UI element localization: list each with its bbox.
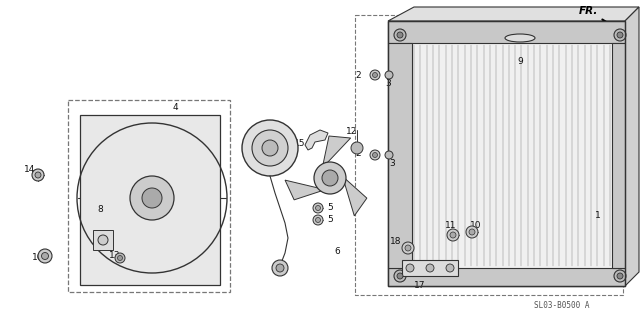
- Circle shape: [466, 226, 478, 238]
- Circle shape: [385, 71, 393, 79]
- Circle shape: [242, 120, 298, 176]
- Polygon shape: [388, 43, 412, 268]
- Polygon shape: [80, 115, 220, 285]
- Circle shape: [38, 249, 52, 263]
- Circle shape: [313, 215, 323, 225]
- Circle shape: [316, 217, 321, 223]
- Circle shape: [314, 162, 346, 194]
- Circle shape: [617, 273, 623, 279]
- Text: 2: 2: [355, 150, 361, 158]
- Polygon shape: [612, 43, 625, 268]
- Circle shape: [316, 205, 321, 210]
- Text: 12: 12: [346, 127, 358, 137]
- Text: 3: 3: [389, 159, 395, 169]
- Circle shape: [130, 176, 174, 220]
- Text: 4: 4: [172, 103, 178, 113]
- Text: 10: 10: [470, 221, 482, 230]
- Circle shape: [272, 260, 288, 276]
- Circle shape: [351, 142, 363, 154]
- Circle shape: [42, 253, 49, 260]
- Circle shape: [402, 242, 414, 254]
- Circle shape: [35, 172, 41, 178]
- Circle shape: [397, 273, 403, 279]
- Text: SL03-B0500 A: SL03-B0500 A: [534, 301, 590, 309]
- Text: 1: 1: [595, 210, 601, 219]
- Text: 9: 9: [517, 57, 523, 67]
- Circle shape: [405, 245, 411, 251]
- Text: 2: 2: [355, 70, 361, 80]
- Circle shape: [614, 270, 626, 282]
- Polygon shape: [388, 21, 625, 43]
- Circle shape: [385, 151, 393, 159]
- Circle shape: [262, 140, 278, 156]
- Circle shape: [313, 203, 323, 213]
- Circle shape: [142, 188, 162, 208]
- Text: 15: 15: [294, 139, 306, 147]
- Text: 7: 7: [252, 131, 258, 139]
- Circle shape: [447, 229, 459, 241]
- Circle shape: [370, 150, 380, 160]
- Text: 11: 11: [445, 221, 457, 230]
- Circle shape: [397, 32, 403, 38]
- Circle shape: [370, 70, 380, 80]
- Text: 13: 13: [109, 251, 121, 261]
- Circle shape: [115, 253, 125, 263]
- Circle shape: [98, 235, 108, 245]
- Circle shape: [394, 270, 406, 282]
- Polygon shape: [388, 268, 625, 286]
- Circle shape: [450, 232, 456, 238]
- Polygon shape: [93, 230, 113, 250]
- Text: 14: 14: [24, 165, 36, 174]
- Polygon shape: [285, 180, 326, 200]
- Text: 17: 17: [414, 281, 426, 289]
- Text: 3: 3: [385, 79, 391, 87]
- Bar: [355, 15, 623, 295]
- Circle shape: [469, 229, 475, 235]
- Bar: [68, 100, 230, 292]
- Polygon shape: [388, 7, 639, 21]
- Circle shape: [118, 256, 122, 261]
- Ellipse shape: [505, 34, 535, 42]
- Text: FR.: FR.: [579, 6, 598, 16]
- Circle shape: [426, 264, 434, 272]
- Circle shape: [394, 29, 406, 41]
- Circle shape: [614, 29, 626, 41]
- Circle shape: [372, 152, 378, 158]
- Circle shape: [322, 170, 338, 186]
- Text: 16: 16: [32, 254, 44, 262]
- Polygon shape: [402, 260, 458, 276]
- Circle shape: [32, 169, 44, 181]
- Text: 5: 5: [327, 203, 333, 211]
- Circle shape: [372, 73, 378, 77]
- Polygon shape: [322, 136, 351, 169]
- Circle shape: [446, 264, 454, 272]
- Text: 18: 18: [390, 237, 402, 247]
- Polygon shape: [388, 21, 625, 286]
- Text: 8: 8: [97, 205, 103, 215]
- Text: 6: 6: [334, 248, 340, 256]
- Circle shape: [617, 32, 623, 38]
- Polygon shape: [342, 176, 367, 216]
- Text: 5: 5: [327, 215, 333, 223]
- Circle shape: [276, 264, 284, 272]
- Polygon shape: [305, 130, 328, 150]
- Polygon shape: [625, 7, 639, 286]
- Circle shape: [406, 264, 414, 272]
- Circle shape: [252, 130, 288, 166]
